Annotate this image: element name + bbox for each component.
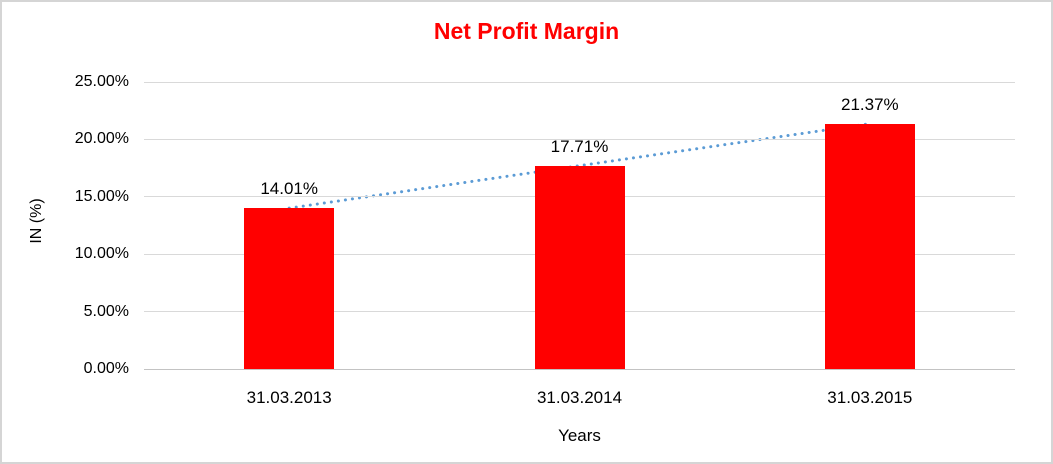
y-tick-label: 20.00% <box>74 130 129 148</box>
plot-area: 14.01% 17.71% 21.37% <box>144 81 1015 370</box>
y-tick-label: 10.00% <box>74 245 129 263</box>
y-tick-label: 15.00% <box>74 187 129 205</box>
y-tick-label: 25.00% <box>74 73 129 90</box>
x-axis-line <box>144 368 1015 370</box>
trendline-path <box>287 122 872 210</box>
x-tick-label: 31.03.2014 <box>536 388 623 407</box>
y-axis-tick-labels: 25.00% 20.00% 15.00% 10.00% 5.00% 0.00% <box>2 73 129 377</box>
bar <box>244 208 335 369</box>
data-label: 17.71% <box>550 136 609 156</box>
trendline <box>287 122 872 210</box>
chart-title: Net Profit Margin <box>433 18 620 44</box>
gridline <box>144 138 1015 140</box>
x-tick-label: 31.03.2013 <box>246 388 332 407</box>
x-axis-title: Years <box>558 426 601 445</box>
bar <box>824 123 915 369</box>
y-tick-label: 5.00% <box>83 302 129 320</box>
gridline <box>144 81 1015 83</box>
data-label: 14.01% <box>260 179 318 199</box>
bar <box>534 165 625 369</box>
y-tick-label: 0.00% <box>83 360 129 377</box>
data-label: 21.37% <box>840 94 899 114</box>
x-tick-label: 31.03.2015 <box>827 388 913 407</box>
